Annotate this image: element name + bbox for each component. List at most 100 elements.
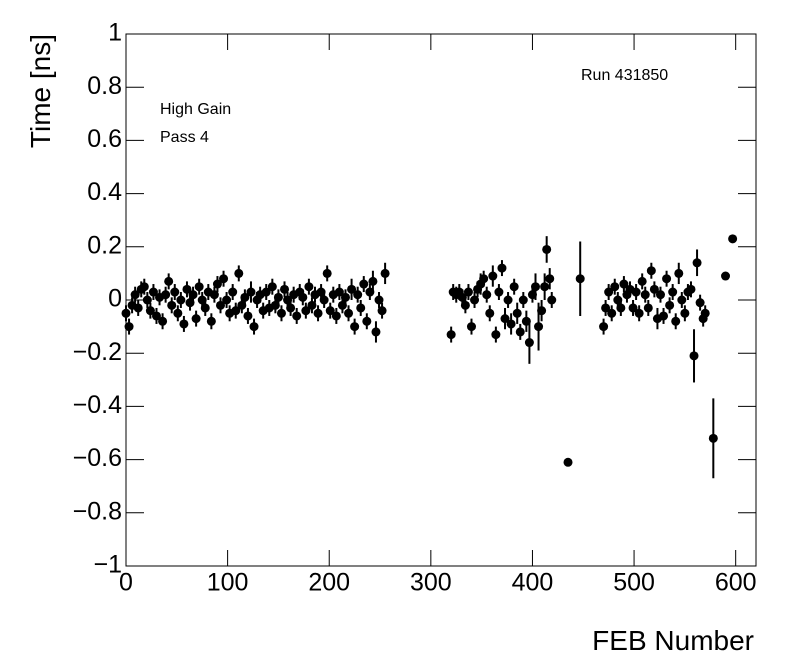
data-point [485, 308, 495, 318]
data-point [509, 282, 519, 292]
data-point [689, 351, 699, 361]
data-point [139, 282, 149, 292]
data-point [142, 295, 152, 305]
data-point [200, 303, 210, 313]
x-axis-title: FEB Number [592, 625, 754, 656]
data-point [610, 282, 620, 292]
data-point [599, 322, 609, 332]
y-tick-label: −0.6 [73, 444, 122, 472]
data-point [466, 322, 476, 332]
data-point [240, 292, 250, 302]
data-point [167, 300, 177, 310]
data-point [148, 287, 158, 297]
data-point [219, 274, 229, 284]
y-tick-label: 1 [108, 19, 122, 47]
data-point [319, 295, 329, 305]
data-point [695, 298, 705, 308]
data-point [721, 271, 731, 281]
data-point [631, 287, 641, 297]
data-point [692, 258, 702, 268]
y-tick-label: −0.2 [73, 338, 122, 366]
data-point [350, 322, 360, 332]
data-point [518, 295, 528, 305]
data-point [179, 319, 189, 329]
data-point [145, 306, 155, 316]
data-point [222, 295, 232, 305]
data-point [261, 287, 271, 297]
data-point [307, 300, 317, 310]
data-point [575, 274, 585, 284]
annotation: Run 431850 [581, 67, 668, 84]
x-tick-label: 500 [613, 569, 655, 597]
data-point [280, 284, 290, 294]
data-point [377, 306, 387, 316]
data-point [249, 322, 259, 332]
data-point [130, 290, 140, 300]
data-point [276, 308, 286, 318]
data-point [182, 284, 192, 294]
data-point [637, 276, 647, 286]
data-point [500, 314, 510, 324]
y-tick-label: −1 [93, 551, 122, 579]
data-point [619, 279, 629, 289]
x-tick-label: 0 [119, 569, 133, 597]
data-point [491, 330, 501, 340]
data-point [286, 303, 296, 313]
data-point [601, 303, 611, 313]
data-point [273, 292, 283, 302]
data-point [340, 292, 350, 302]
annotation: Pass 4 [160, 129, 209, 146]
data-point [304, 282, 314, 292]
data-point [325, 306, 335, 316]
data-point [686, 284, 696, 294]
data-point [292, 311, 302, 321]
data-point [151, 311, 161, 321]
data-point [121, 308, 131, 318]
data-point [344, 308, 354, 318]
data-point [231, 306, 241, 316]
x-tick-label: 600 [715, 569, 757, 597]
data-point [359, 279, 369, 289]
data-point [700, 308, 710, 318]
annotation: High Gain [160, 101, 231, 118]
data-point [674, 268, 684, 278]
data-point [604, 287, 614, 297]
data-point [497, 263, 507, 273]
data-point [680, 308, 690, 318]
data-point [534, 322, 544, 332]
x-tick-label: 200 [308, 569, 350, 597]
data-point [659, 311, 669, 321]
data-point [161, 290, 171, 300]
data-point [488, 271, 498, 281]
data-point [524, 338, 534, 348]
data-point [206, 316, 216, 326]
data-point [542, 244, 552, 254]
data-point [368, 276, 378, 286]
data-point [460, 300, 470, 310]
data-point [563, 457, 573, 467]
data-point [671, 316, 681, 326]
data-point [655, 290, 665, 300]
data-point [356, 303, 366, 313]
data-point [662, 274, 672, 284]
data-point [708, 433, 718, 443]
y-tick-label: −0.8 [73, 497, 122, 525]
data-point [646, 266, 656, 276]
data-point [243, 311, 253, 321]
data-point [334, 287, 344, 297]
data-point [677, 295, 687, 305]
data-point [313, 308, 323, 318]
data-point [322, 268, 332, 278]
data-point [628, 303, 638, 313]
data-point [482, 290, 492, 300]
data-point [531, 282, 540, 292]
data-point [540, 282, 550, 292]
data-point [728, 234, 738, 244]
data-point [267, 282, 277, 292]
y-tick-label: 0.2 [87, 231, 122, 259]
data-point [191, 314, 201, 324]
data-point [665, 300, 675, 310]
data-point [506, 319, 516, 329]
